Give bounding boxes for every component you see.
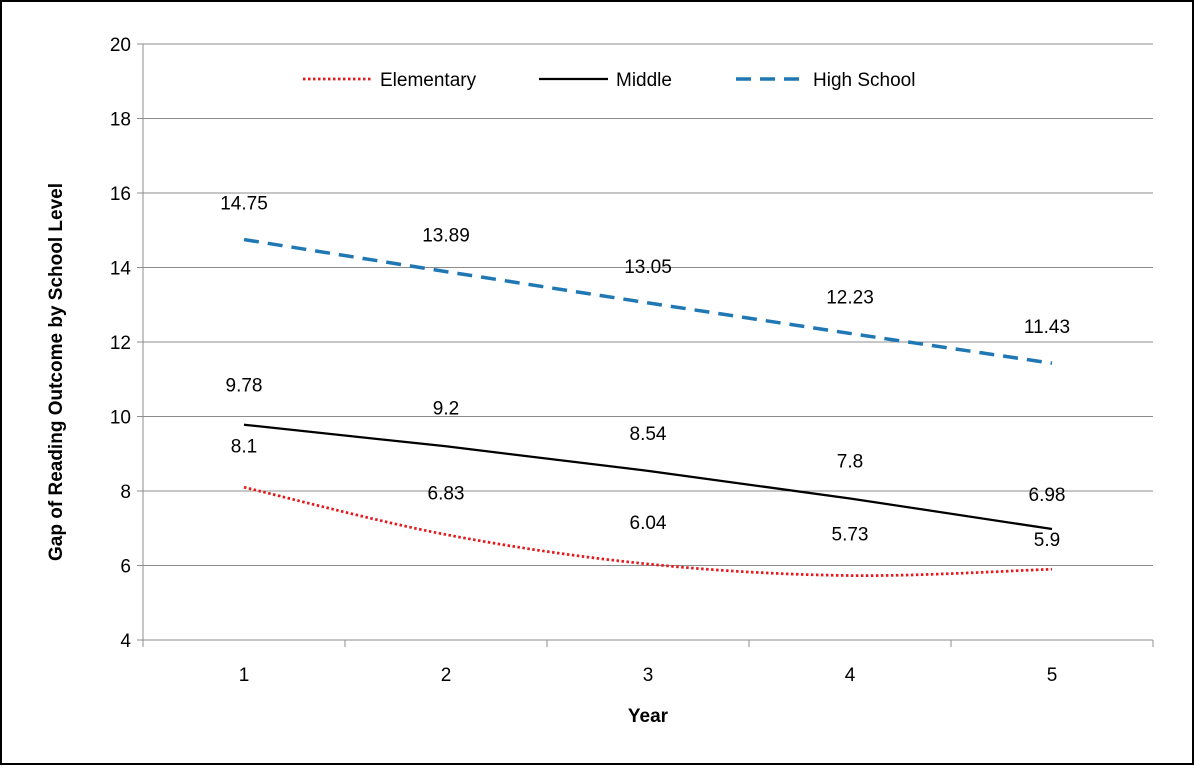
data-label-middle: 6.98 [1029,485,1066,506]
data-label-elementary: 5.9 [1034,530,1060,551]
y-tick-label: 18 [110,110,131,131]
data-labels: 8.1 6.83 6.04 5.73 5.9 9.78 9.2 8.54 7.8 6.98 14.7… [220,194,1070,552]
legend-label-high-school: High School [813,70,915,91]
data-label-high-school: 13.89 [422,226,470,247]
data-label-elementary: 6.04 [630,513,667,534]
data-label-elementary: 5.73 [832,525,869,546]
series-line-middle [243,423,1053,531]
y-tick-label: 10 [110,408,131,429]
series-line-high-school [243,237,1053,365]
x-tick-label: 5 [1047,665,1058,686]
data-label-high-school: 13.05 [624,257,672,278]
legend-label-middle: Middle [616,70,672,91]
y-tick-label: 20 [110,35,131,56]
y-tick-label: 16 [110,184,131,205]
series-lines [243,237,1053,578]
legend: Elementary Middle High School [303,70,915,91]
y-tick-label: 6 [120,557,131,578]
x-tick-label: 2 [441,665,452,686]
data-label-high-school: 12.23 [826,287,874,308]
series-line-elementary [243,485,1053,578]
y-tick-label: 4 [120,631,131,652]
data-label-middle: 9.78 [226,376,263,397]
x-tick-label: 4 [845,665,856,686]
x-tick-label: 3 [643,665,654,686]
y-tick-label: 14 [110,259,132,280]
y-tick-label: 12 [110,333,131,354]
data-label-middle: 9.2 [433,398,459,419]
data-label-elementary: 6.83 [428,484,465,505]
x-axis-title: Year [628,706,669,727]
data-label-middle: 8.54 [630,424,667,445]
data-label-elementary: 8.1 [231,436,257,457]
legend-label-elementary: Elementary [380,70,477,91]
data-label-high-school: 11.43 [1024,317,1070,338]
data-label-middle: 7.8 [837,451,863,472]
data-label-high-school: 14.75 [220,194,268,215]
y-tick-label: 8 [120,482,131,503]
x-tick-label: 1 [239,665,250,686]
y-axis-title: Gap of Reading Outcome by School Level [46,183,67,561]
gridlines [143,43,1153,641]
